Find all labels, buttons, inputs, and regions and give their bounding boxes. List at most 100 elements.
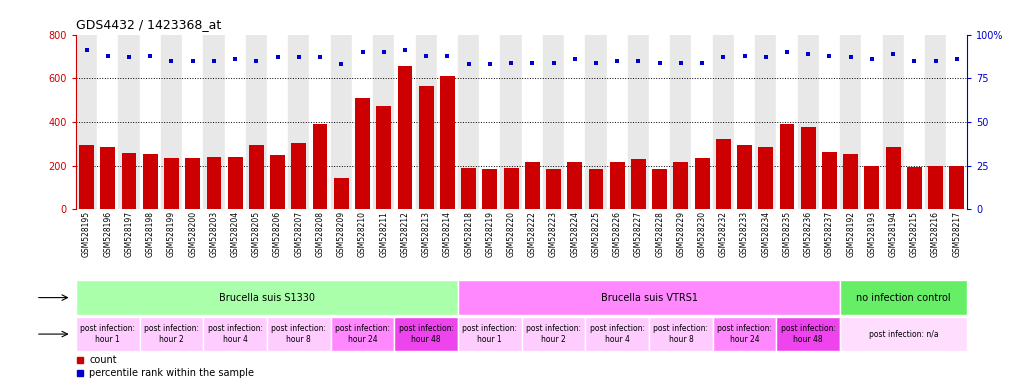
Bar [309, 35, 330, 209]
Text: GDS4432 / 1423368_at: GDS4432 / 1423368_at [76, 18, 221, 31]
Text: Brucella suis VTRS1: Brucella suis VTRS1 [601, 293, 698, 303]
Bar [270, 155, 285, 209]
Bar [418, 86, 434, 209]
Bar [228, 157, 242, 209]
Bar [671, 35, 692, 209]
Bar [394, 317, 458, 351]
Bar [522, 317, 586, 351]
Bar [928, 166, 943, 209]
Bar [437, 35, 458, 209]
Text: post infection:
hour 1: post infection: hour 1 [80, 324, 136, 344]
Bar [801, 127, 815, 209]
Bar [586, 317, 649, 351]
Bar [840, 35, 861, 209]
Bar [546, 169, 561, 209]
Bar [97, 35, 119, 209]
Bar [164, 158, 179, 209]
Bar [397, 66, 412, 209]
Bar [225, 35, 246, 209]
Bar [207, 157, 222, 209]
Bar [843, 154, 858, 209]
Bar [567, 162, 582, 209]
Bar [713, 35, 734, 209]
Bar [482, 169, 497, 209]
Bar [140, 317, 204, 351]
Bar [564, 35, 586, 209]
Bar [119, 35, 140, 209]
Bar [822, 152, 837, 209]
Text: post infection:
hour 24: post infection: hour 24 [717, 324, 772, 344]
Bar [734, 35, 755, 209]
Bar [100, 147, 115, 209]
Bar [607, 35, 628, 209]
Text: post infection:
hour 4: post infection: hour 4 [590, 324, 644, 344]
Text: no infection control: no infection control [856, 293, 951, 303]
Bar [267, 35, 289, 209]
Bar [946, 35, 967, 209]
Bar [458, 317, 522, 351]
Text: percentile rank within the sample: percentile rank within the sample [89, 368, 254, 379]
Bar [143, 154, 158, 209]
Bar [631, 159, 646, 209]
Bar [185, 158, 201, 209]
Bar [586, 35, 607, 209]
Bar [652, 169, 668, 209]
Bar [776, 317, 840, 351]
Bar [695, 158, 709, 209]
Bar [373, 35, 394, 209]
Bar [140, 35, 161, 209]
Bar [755, 35, 776, 209]
Text: post infection:
hour 2: post infection: hour 2 [144, 324, 199, 344]
Bar [440, 76, 455, 209]
Bar [589, 169, 604, 209]
Text: post infection:
hour 48: post infection: hour 48 [781, 324, 836, 344]
Bar [840, 280, 967, 315]
Bar [313, 124, 327, 209]
Bar [649, 35, 671, 209]
Bar [716, 139, 730, 209]
Bar [161, 35, 182, 209]
Text: post infection:
hour 48: post infection: hour 48 [399, 324, 454, 344]
Text: post infection:
hour 8: post infection: hour 8 [271, 324, 326, 344]
Text: Brucella suis S1330: Brucella suis S1330 [219, 293, 315, 303]
Bar [797, 35, 819, 209]
Bar [182, 35, 204, 209]
Bar [737, 145, 752, 209]
Bar [780, 124, 794, 209]
Text: count: count [89, 355, 116, 365]
Bar [415, 35, 437, 209]
Bar [76, 280, 458, 315]
Bar [904, 35, 925, 209]
Bar [759, 147, 773, 209]
Bar [674, 162, 688, 209]
Bar [356, 98, 370, 209]
Bar [713, 317, 776, 351]
Bar [246, 35, 267, 209]
Bar [458, 35, 479, 209]
Text: post infection:
hour 8: post infection: hour 8 [653, 324, 708, 344]
Bar [503, 168, 519, 209]
Bar [628, 35, 649, 209]
Bar [861, 35, 882, 209]
Bar [289, 35, 309, 209]
Text: post infection:
hour 2: post infection: hour 2 [526, 324, 581, 344]
Bar [458, 280, 840, 315]
Bar [479, 35, 500, 209]
Bar [840, 317, 967, 351]
Bar [692, 35, 713, 209]
Bar [543, 35, 564, 209]
Bar [204, 317, 267, 351]
Bar [122, 153, 137, 209]
Text: post infection:
hour 4: post infection: hour 4 [208, 324, 262, 344]
Bar [249, 145, 263, 209]
Text: post infection:
hour 1: post infection: hour 1 [462, 324, 518, 344]
Bar [776, 35, 797, 209]
Bar [204, 35, 225, 209]
Bar [500, 35, 522, 209]
Bar [334, 178, 348, 209]
Bar [330, 35, 352, 209]
Bar [76, 317, 140, 351]
Bar [461, 168, 476, 209]
Bar [864, 166, 879, 209]
Bar [76, 35, 97, 209]
